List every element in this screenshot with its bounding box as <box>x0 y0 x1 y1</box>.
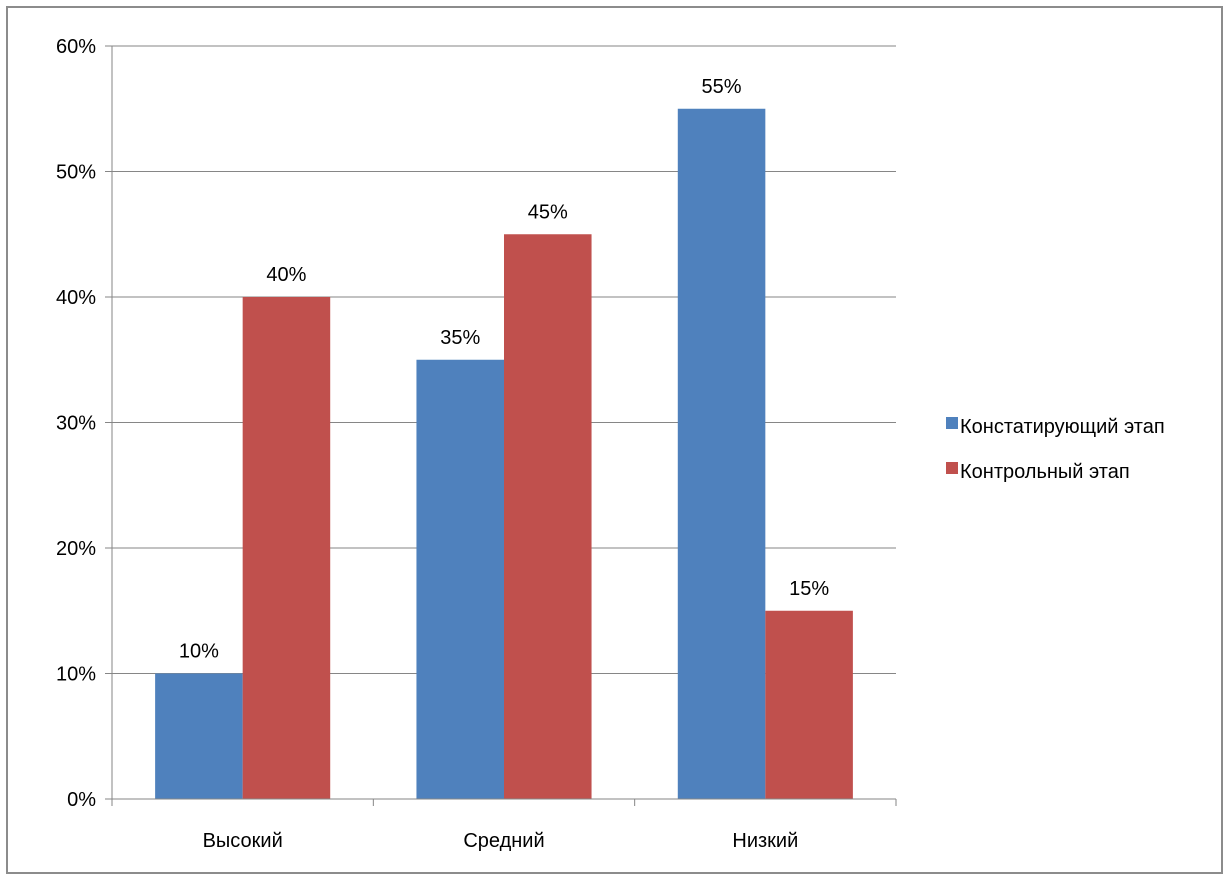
data-label: 40% <box>266 264 306 286</box>
y-tick-label: 30% <box>56 413 96 435</box>
data-labels: 10% 40% 35% 45% 55% 15% <box>179 76 829 663</box>
y-tick-label: 50% <box>56 162 96 184</box>
y-tick-label: 10% <box>56 664 96 686</box>
bar <box>504 234 592 799</box>
x-tick-label: Средний <box>463 830 544 852</box>
data-label: 10% <box>179 641 219 663</box>
x-tick-label: Высокий <box>203 830 283 852</box>
x-tick-label: Низкий <box>732 830 798 852</box>
bar <box>677 108 766 799</box>
legend: Констатирующий этап Контрольный этап <box>946 416 1165 483</box>
data-label: 35% <box>440 327 480 349</box>
legend-label: Контрольный этап <box>960 461 1130 483</box>
y-tick-label: 60% <box>56 36 96 58</box>
legend-swatch <box>946 462 958 474</box>
y-tick-label: 40% <box>56 287 96 309</box>
bar <box>155 673 243 799</box>
bar <box>765 610 853 799</box>
data-label: 55% <box>702 76 742 98</box>
y-tick-label: 20% <box>56 538 96 560</box>
y-tick-label: 0% <box>67 789 96 811</box>
bar <box>242 297 331 799</box>
data-label: 45% <box>528 201 568 223</box>
legend-label: Констатирующий этап <box>960 416 1165 438</box>
legend-swatch <box>946 417 958 429</box>
data-label: 15% <box>789 578 829 600</box>
axes: 0% 10% 20% 30% 40% 50% 60% Высокий Средний Низкий <box>56 36 897 852</box>
bars <box>155 108 853 799</box>
bar <box>416 359 504 799</box>
